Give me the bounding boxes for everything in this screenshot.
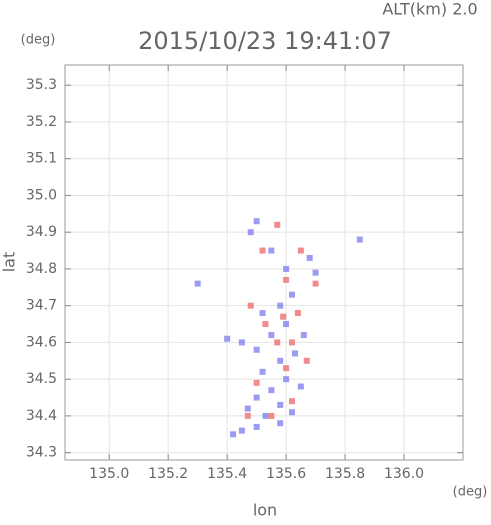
echo-point (268, 412, 275, 419)
echo-point (253, 218, 260, 225)
echo-point (259, 310, 266, 317)
y-tick-label: 34.3 (26, 445, 57, 461)
y-axis-title: lat (0, 252, 19, 273)
plot-frame (64, 64, 464, 461)
echo-point (274, 221, 281, 228)
echo-point (244, 412, 251, 419)
x-tick-label: 135.0 (89, 466, 129, 482)
y-tick-label: 35.3 (26, 77, 57, 93)
echo-point (268, 332, 275, 339)
echo-point (294, 310, 301, 317)
echo-point (238, 427, 245, 434)
echo-point (253, 394, 260, 401)
echo-point (244, 405, 251, 412)
y-tick-label: 34.7 (26, 298, 57, 314)
echo-point (268, 247, 275, 254)
y-tick-label: 34.4 (26, 408, 57, 424)
echo-point (277, 302, 284, 309)
echo-point (277, 401, 284, 408)
echo-point (247, 229, 254, 236)
echo-point (268, 387, 275, 394)
chart-title: 2015/10/23 19:41:07 (138, 27, 392, 55)
x-axis-title: lon (253, 501, 277, 520)
y-tick-label: 35.0 (26, 187, 57, 203)
echo-point (289, 409, 296, 416)
echo-point (283, 265, 290, 272)
echo-point (297, 383, 304, 390)
y-tick-label: 34.9 (26, 224, 57, 240)
x-tick-label: 135.8 (325, 466, 365, 482)
echo-point (291, 350, 298, 357)
echo-point (303, 357, 310, 364)
echo-point (356, 236, 363, 243)
y-tick-label: 34.8 (26, 261, 57, 277)
echo-point (297, 247, 304, 254)
y-tick-label: 35.2 (26, 114, 57, 130)
echo-point (306, 254, 313, 261)
echo-point (224, 335, 231, 342)
echo-point (253, 346, 260, 353)
echo-point (194, 280, 201, 287)
echo-point (230, 431, 237, 438)
echo-point (283, 321, 290, 328)
echo-point (300, 332, 307, 339)
echo-point (283, 365, 290, 372)
echo-point (312, 280, 319, 287)
echo-point (277, 357, 284, 364)
echo-point (253, 423, 260, 430)
x-tick-label: 135.6 (266, 466, 306, 482)
y-tick-label: 35.1 (26, 151, 57, 167)
x-unit: (deg) (453, 485, 488, 500)
altitude-label: ALT(km) 2.0 (382, 0, 477, 19)
echo-point (253, 379, 260, 386)
echo-point (238, 339, 245, 346)
echo-point (247, 302, 254, 309)
echo-point (289, 291, 296, 298)
y-tick-label: 34.5 (26, 371, 57, 387)
echo-point (262, 412, 269, 419)
x-tick-label: 135.4 (207, 466, 247, 482)
echo-point (283, 276, 290, 283)
echo-point (312, 269, 319, 276)
x-tick-label: 135.2 (148, 466, 188, 482)
echo-point (262, 321, 269, 328)
echo-point (259, 247, 266, 254)
echo-point (280, 313, 287, 320)
echo-point (289, 339, 296, 346)
echo-point (259, 368, 266, 375)
y-unit: (deg) (21, 33, 56, 48)
y-tick-label: 34.6 (26, 334, 57, 350)
echo-point (289, 398, 296, 405)
echo-point (283, 376, 290, 383)
echo-point (277, 420, 284, 427)
x-tick-label: 136.0 (384, 466, 424, 482)
echo-point (274, 339, 281, 346)
